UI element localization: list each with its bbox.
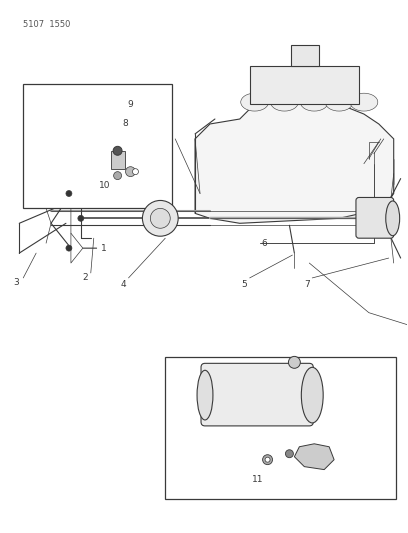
Text: 11: 11 xyxy=(252,475,263,484)
Ellipse shape xyxy=(197,370,213,420)
Bar xyxy=(165,358,396,499)
Circle shape xyxy=(126,167,135,176)
Bar xyxy=(250,67,359,104)
Circle shape xyxy=(151,208,170,228)
Text: 8: 8 xyxy=(122,119,128,128)
Text: 6: 6 xyxy=(262,239,267,248)
Ellipse shape xyxy=(325,93,353,111)
Circle shape xyxy=(263,455,273,465)
Text: 2: 2 xyxy=(83,273,89,282)
Circle shape xyxy=(265,457,270,462)
Text: 4: 4 xyxy=(121,280,126,289)
Ellipse shape xyxy=(350,93,378,111)
Ellipse shape xyxy=(386,201,400,236)
Bar xyxy=(111,151,124,168)
Text: 7: 7 xyxy=(304,280,310,289)
Ellipse shape xyxy=(302,367,323,423)
Circle shape xyxy=(113,147,122,155)
Ellipse shape xyxy=(271,93,298,111)
Circle shape xyxy=(133,168,138,175)
Circle shape xyxy=(66,245,72,251)
Circle shape xyxy=(66,190,72,197)
Circle shape xyxy=(113,172,122,180)
FancyBboxPatch shape xyxy=(356,197,394,238)
Circle shape xyxy=(286,450,293,458)
Bar xyxy=(291,45,319,67)
Text: 10: 10 xyxy=(99,181,110,190)
Text: 3: 3 xyxy=(13,278,19,287)
Ellipse shape xyxy=(241,93,268,111)
Text: 9: 9 xyxy=(128,100,133,109)
Polygon shape xyxy=(295,444,334,470)
Text: 5107  1550: 5107 1550 xyxy=(23,20,71,29)
Text: 5: 5 xyxy=(242,280,248,289)
Circle shape xyxy=(142,200,178,236)
Text: 1: 1 xyxy=(101,244,106,253)
Polygon shape xyxy=(195,99,394,223)
Bar xyxy=(23,84,172,208)
Circle shape xyxy=(288,357,300,368)
Ellipse shape xyxy=(300,93,328,111)
Circle shape xyxy=(78,215,84,221)
FancyBboxPatch shape xyxy=(201,364,313,426)
